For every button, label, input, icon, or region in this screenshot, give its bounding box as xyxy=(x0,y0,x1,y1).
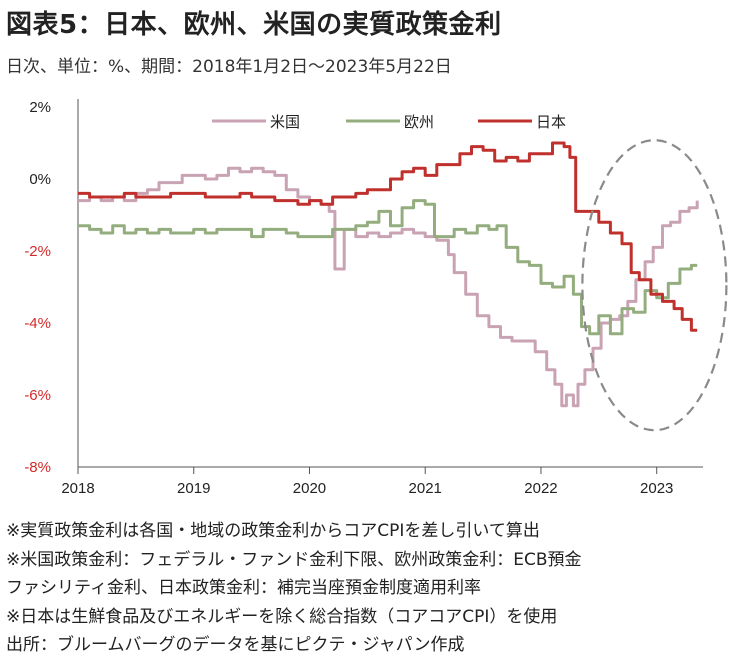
x-tick-label: 2020 xyxy=(293,480,326,497)
footnote-line: ※日本は生鮮食品及びエネルギーを除く総合指数（コアコアCPI）を使用 xyxy=(6,606,558,627)
x-tick-label: 2023 xyxy=(640,480,673,497)
figure-title: 図表5：日本、欧州、米国の実質政策金利 xyxy=(6,10,502,40)
series-line-欧州 xyxy=(78,199,698,336)
legend-label-欧州: 欧州 xyxy=(404,113,434,131)
source-line: 出所：ブルームバーグのデータを基にピクテ・ジャパン作成 xyxy=(6,635,465,655)
x-tick-label: 2018 xyxy=(61,480,94,497)
figure-subtitle: 日次、単位：%、期間：2018年1月2日～2023年5月22日 xyxy=(6,57,452,77)
line-chart: 2% 0% -2% -4% -6% -8% 2018 2019 2020 2021 2022 2023… xyxy=(24,99,728,497)
x-tick-label: 2019 xyxy=(177,480,210,497)
x-tick-label: 2022 xyxy=(524,480,557,497)
footnote-line: ※実質政策金利は各国・地域の政策金利からコアCPIを差し引いて算出 xyxy=(6,521,540,541)
legend-label-日本: 日本 xyxy=(536,113,566,131)
x-tick-label: 2021 xyxy=(409,480,442,497)
y-tick-label: 0% xyxy=(29,171,51,188)
highlight-ellipse xyxy=(581,139,728,432)
legend-label-米国: 米国 xyxy=(270,113,300,131)
y-tick-label: -8% xyxy=(24,459,51,476)
series-line-米国 xyxy=(78,166,699,408)
footnote-line: ※米国政策金利：フェデラル・ファンド金利下限、欧州政策金利：ECB預金 xyxy=(6,549,582,570)
y-tick-label: -6% xyxy=(24,387,51,404)
footnote-line: ファシリティ金利、日本政策金利：補完当座預金制度適用利率 xyxy=(6,578,481,598)
y-tick-label: 2% xyxy=(29,99,51,116)
series-line-日本 xyxy=(78,141,698,332)
footnotes: ※実質政策金利は各国・地域の政策金利からコアCPIを差し引いて算出 ※米国政策金… xyxy=(6,517,582,660)
y-tick-label: -2% xyxy=(24,243,51,260)
y-tick-label: -4% xyxy=(24,315,51,332)
